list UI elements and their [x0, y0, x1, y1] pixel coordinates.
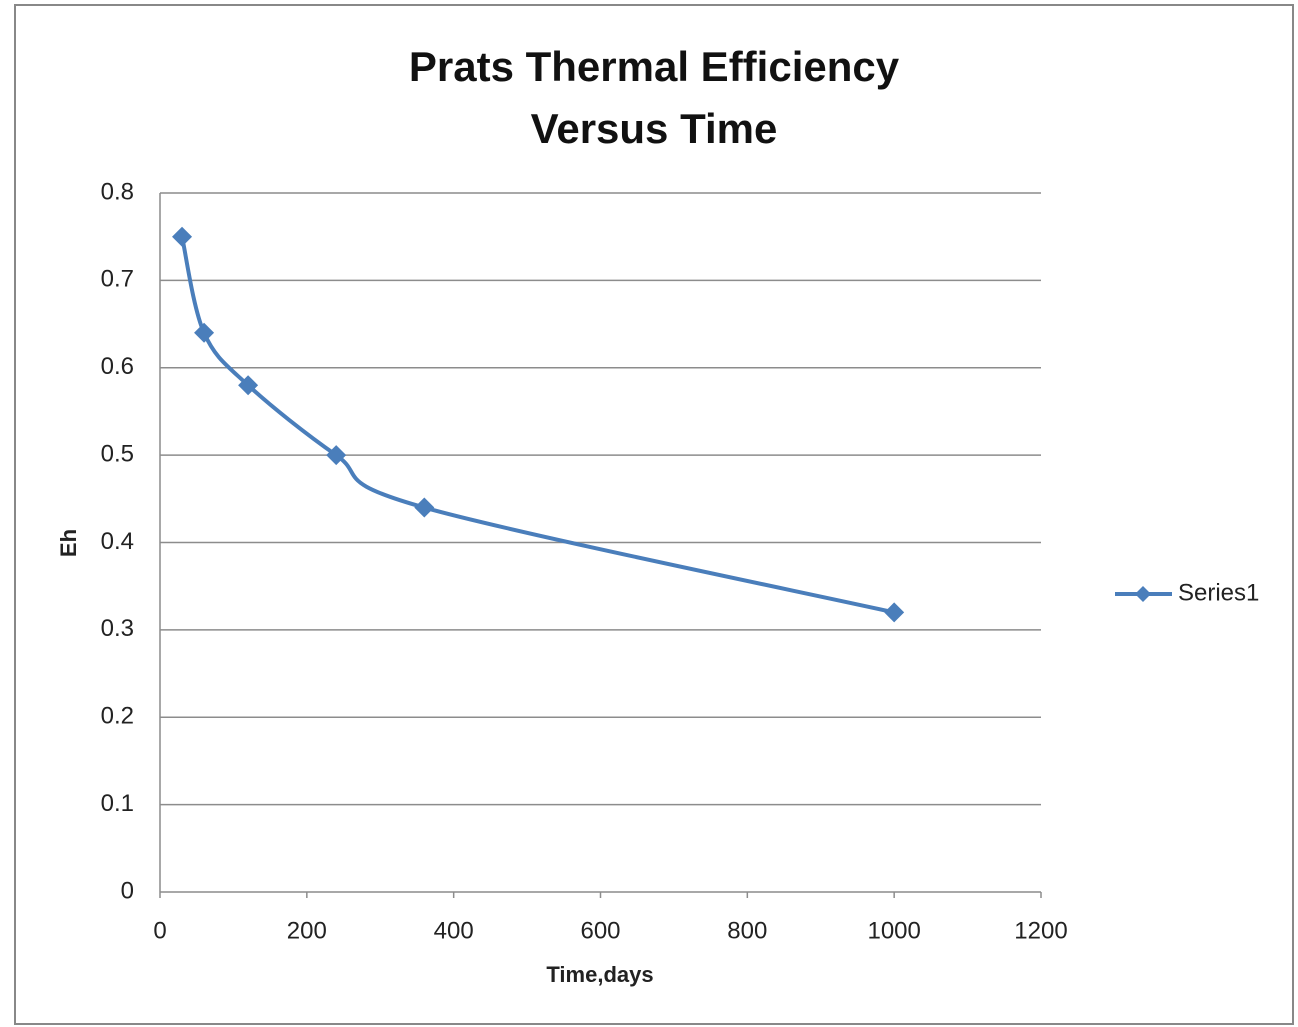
x-axis-label: Time,days — [546, 962, 653, 987]
y-tick-label: 0.8 — [101, 178, 134, 205]
data-point — [238, 375, 259, 396]
data-point — [194, 322, 215, 343]
series-line — [180, 236, 895, 615]
x-tick-label: 1000 — [867, 917, 920, 944]
y-tick-label: 0.5 — [101, 440, 134, 467]
y-tick-label: 0.2 — [101, 703, 134, 730]
y-tick-label: 0.4 — [101, 528, 134, 555]
chart-frame — [14, 4, 1294, 1025]
y-tick-label: 0 — [121, 877, 134, 904]
data-point — [884, 602, 905, 623]
chart-title: Prats Thermal Efficiency Versus Time — [408, 43, 900, 152]
x-tick-label: 600 — [580, 917, 620, 944]
x-tick-label: 0 — [153, 917, 166, 944]
y-tick-label: 0.1 — [101, 790, 134, 817]
y-tick-label: 0.7 — [101, 266, 134, 293]
x-tick-label: 800 — [727, 917, 767, 944]
x-tick-label: 1200 — [1014, 917, 1067, 944]
y-tick-label: 0.6 — [101, 353, 134, 380]
data-point — [172, 226, 193, 247]
x-tick-label: 400 — [434, 917, 474, 944]
y-tick-label: 0.3 — [101, 615, 134, 642]
data-point — [326, 445, 347, 466]
data-point — [414, 497, 435, 518]
legend-label: Series1 — [1178, 579, 1259, 606]
x-tick-label: 200 — [287, 917, 327, 944]
legend-marker — [1135, 586, 1151, 602]
y-axis-label: Eh — [56, 529, 81, 557]
